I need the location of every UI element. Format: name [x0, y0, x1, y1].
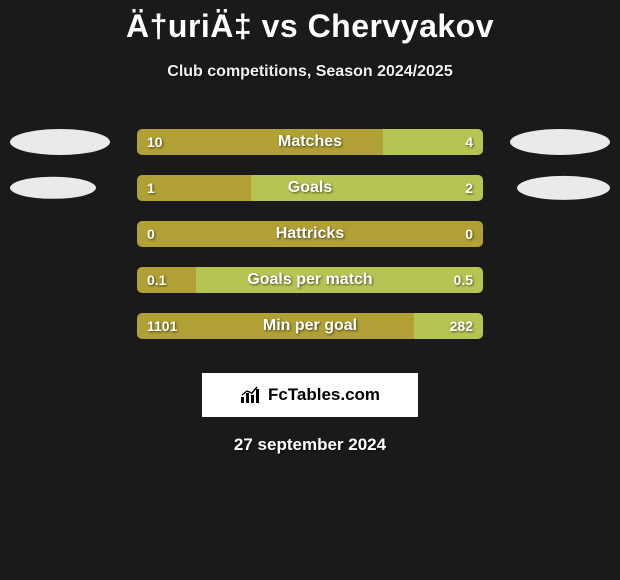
- bar-segment-left: [137, 175, 251, 201]
- stat-row: Hattricks00: [0, 211, 620, 257]
- left-marker: [10, 177, 96, 199]
- stat-row: Matches104: [0, 119, 620, 165]
- left-marker: [10, 129, 110, 155]
- right-marker: [517, 176, 610, 200]
- bar-chart-icon: [240, 386, 262, 404]
- brand-label: FcTables.com: [268, 385, 380, 405]
- stat-bar: Hattricks00: [137, 221, 483, 247]
- bar-segment-left: [137, 267, 196, 293]
- right-marker: [510, 129, 610, 155]
- bar-segment-right: [251, 175, 483, 201]
- stat-bar: Goals per match0.10.5: [137, 267, 483, 293]
- bar-segment-left: [137, 313, 414, 339]
- stat-row: Goals12: [0, 165, 620, 211]
- stat-row: Goals per match0.10.5: [0, 257, 620, 303]
- bar-segment-left: [137, 221, 483, 247]
- stat-row: Min per goal1101282: [0, 303, 620, 349]
- stat-bar: Min per goal1101282: [137, 313, 483, 339]
- bar-segment-left: [137, 129, 383, 155]
- comparison-chart: Matches104 Goals12 Hattricks00 Goals per ma…: [0, 119, 620, 349]
- bar-segment-right: [383, 129, 483, 155]
- page-title: Ä†uriÄ‡ vs Chervyakov: [0, 0, 620, 45]
- bar-segment-right: [196, 267, 483, 293]
- page-subtitle: Club competitions, Season 2024/2025: [0, 63, 620, 81]
- brand-badge: FcTables.com: [202, 373, 418, 417]
- stat-bar: Goals12: [137, 175, 483, 201]
- stat-bar: Matches104: [137, 129, 483, 155]
- snapshot-date: 27 september 2024: [0, 435, 620, 455]
- bar-segment-right: [414, 313, 483, 339]
